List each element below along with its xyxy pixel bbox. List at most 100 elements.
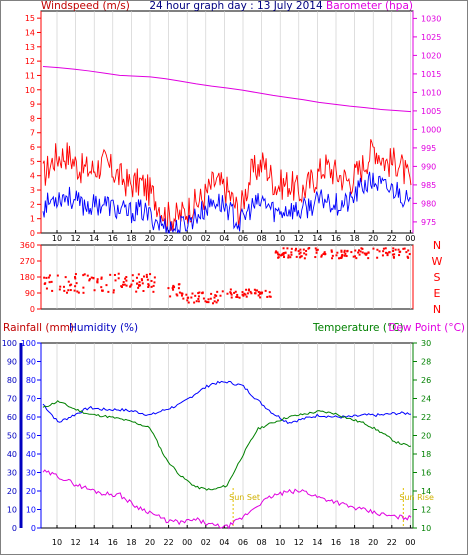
dewpoint-label: Dew Point (°C) bbox=[388, 322, 465, 334]
wind-x-tick-label: 16 bbox=[108, 234, 118, 243]
direction-left-tick-label: 180 bbox=[20, 273, 35, 282]
direction-left-tick-label: 270 bbox=[20, 257, 35, 266]
wind-left-tick-label: 4 bbox=[30, 172, 35, 181]
direction-point bbox=[381, 254, 384, 257]
direction-point bbox=[207, 298, 210, 301]
temp-x-tick-label: 22 bbox=[164, 538, 174, 547]
direction-point bbox=[361, 247, 364, 250]
direction-point bbox=[303, 252, 306, 255]
wind-left-tick-label: 6 bbox=[30, 143, 35, 152]
direction-point bbox=[107, 290, 110, 293]
direction-point bbox=[187, 301, 190, 304]
direction-point bbox=[257, 294, 260, 297]
direction-point bbox=[149, 273, 152, 276]
direction-point bbox=[82, 274, 85, 277]
direction-point bbox=[264, 289, 267, 292]
baro-right-tick-label: 990 bbox=[421, 162, 436, 171]
direction-point bbox=[125, 279, 128, 282]
humidity-tick-label: 90 bbox=[26, 358, 36, 367]
direction-point bbox=[336, 251, 339, 254]
wind-left-tick-label: 14 bbox=[25, 28, 35, 37]
direction-point bbox=[86, 274, 89, 277]
direction-point bbox=[241, 293, 244, 296]
direction-point bbox=[216, 290, 219, 293]
temp-right-tick-label: 16 bbox=[421, 469, 431, 478]
direction-point bbox=[96, 280, 99, 283]
direction-point bbox=[403, 247, 406, 250]
direction-point bbox=[340, 250, 343, 253]
wind-plot-grid bbox=[56, 11, 411, 233]
rainfall-tick-label: 60 bbox=[7, 413, 17, 422]
baro-right-tick-label: 980 bbox=[421, 199, 436, 208]
direction-point bbox=[266, 295, 269, 298]
wind-left-tick-label: 9 bbox=[30, 100, 35, 109]
direction-point bbox=[277, 256, 280, 259]
temp-right-tick-label: 12 bbox=[421, 506, 431, 515]
direction-point bbox=[331, 254, 334, 257]
direction-point bbox=[303, 257, 306, 260]
direction-point bbox=[392, 247, 395, 250]
rainfall-tick-label: 80 bbox=[7, 376, 17, 385]
direction-point bbox=[382, 247, 385, 250]
direction-point bbox=[244, 293, 247, 296]
temp-x-tick-label: 18 bbox=[126, 538, 136, 547]
direction-point bbox=[358, 253, 361, 256]
direction-point bbox=[75, 282, 78, 285]
rainfall-tick-label: 70 bbox=[7, 395, 17, 404]
direction-point bbox=[226, 292, 229, 295]
direction-point bbox=[233, 291, 236, 294]
direction-point bbox=[137, 286, 140, 289]
direction-point bbox=[210, 292, 213, 295]
direction-point bbox=[77, 291, 80, 294]
direction-point bbox=[392, 256, 395, 259]
direction-point bbox=[294, 249, 297, 252]
temp-plot-grid bbox=[56, 343, 411, 528]
wind-x-tick-label: 00 bbox=[182, 234, 192, 243]
sun-markers: Sun Set Sun Rise bbox=[229, 488, 434, 528]
direction-plot-frame bbox=[40, 244, 414, 310]
direction-point bbox=[378, 250, 381, 253]
direction-point bbox=[138, 281, 141, 284]
direction-point bbox=[298, 252, 301, 255]
direction-point bbox=[129, 285, 132, 288]
direction-point bbox=[407, 249, 410, 252]
direction-point bbox=[142, 275, 145, 278]
direction-point bbox=[180, 294, 183, 297]
direction-point bbox=[343, 254, 346, 257]
direction-point bbox=[215, 301, 218, 304]
direction-point bbox=[82, 291, 85, 294]
humidity-left-ticks: 0 0 10 10 20 20 30 30 40 40 50 50 60 60 70 70 80 80 90 90 10… bbox=[2, 339, 41, 533]
temp-right-tick-label: 20 bbox=[421, 432, 431, 441]
temp-right-tick-label: 14 bbox=[421, 487, 431, 496]
direction-point bbox=[147, 284, 150, 287]
temp-right-tick-label: 24 bbox=[421, 395, 431, 404]
wind-left-tick-label: 15 bbox=[25, 14, 35, 23]
direction-point bbox=[100, 286, 103, 289]
temp-x-tick-label: 22 bbox=[387, 538, 397, 547]
direction-point bbox=[109, 273, 112, 276]
baro-right-tick-label: 1005 bbox=[421, 107, 441, 116]
direction-point bbox=[50, 280, 53, 283]
direction-points bbox=[43, 246, 411, 305]
direction-point bbox=[153, 281, 156, 284]
direction-point bbox=[141, 279, 144, 282]
direction-point bbox=[407, 256, 410, 259]
direction-point bbox=[236, 296, 239, 299]
rainfall-tick-label: 10 bbox=[7, 506, 17, 515]
baro-right-tick-label: 1025 bbox=[421, 33, 441, 42]
direction-left-tick-label: 90 bbox=[25, 289, 35, 298]
direction-point bbox=[186, 299, 189, 302]
direction-point bbox=[367, 251, 370, 254]
direction-point bbox=[274, 251, 277, 254]
direction-point bbox=[140, 278, 143, 281]
direction-point bbox=[96, 281, 99, 284]
temp-right-tick-label: 26 bbox=[421, 376, 431, 385]
direction-point bbox=[367, 257, 370, 260]
direction-point bbox=[363, 252, 366, 255]
direction-point bbox=[117, 277, 120, 280]
direction-point bbox=[259, 291, 262, 294]
direction-point bbox=[335, 254, 338, 257]
